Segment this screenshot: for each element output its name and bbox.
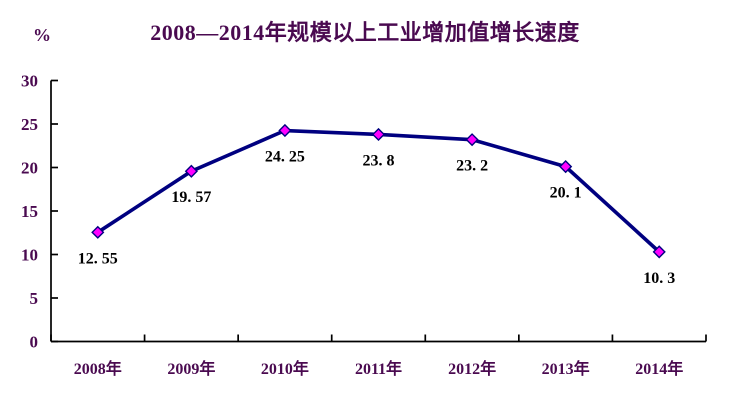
data-point-marker: [371, 127, 386, 142]
data-point-label: 20. 1: [550, 185, 582, 202]
y-tick-label: 25: [21, 115, 38, 134]
data-point-label: 24. 25: [265, 149, 305, 166]
data-point-marker: [184, 164, 198, 178]
data-point-label: 23. 8: [363, 152, 395, 169]
data-point-marker: [652, 245, 666, 259]
x-axis-label: 2011年: [355, 359, 402, 378]
y-tick-label: 20: [21, 159, 38, 178]
x-axis-label: 2008年: [74, 359, 122, 378]
y-tick-label: 0: [30, 333, 39, 352]
y-tick-label: 10: [21, 246, 38, 265]
y-tick-label: 30: [21, 72, 38, 91]
y-tick-label: 15: [21, 202, 38, 221]
data-point-marker: [465, 133, 479, 147]
data-point-label: 10. 3: [643, 270, 675, 287]
data-point-marker: [559, 160, 573, 174]
y-axis-unit-label: %: [33, 25, 51, 45]
y-tick-label: 5: [30, 289, 39, 308]
x-axis-label: 2012年: [448, 359, 496, 378]
data-point-label: 23. 2: [456, 158, 488, 175]
data-point-marker: [278, 123, 292, 138]
data-point-marker: [91, 225, 105, 239]
x-axis-label: 2009年: [167, 359, 215, 378]
x-axis-label: 2013年: [542, 359, 590, 378]
data-point-label: 19. 57: [171, 189, 211, 206]
chart-title: 2008—2014年规模以上工业增加值增长速度: [150, 20, 580, 45]
data-point-label: 12. 55: [78, 250, 118, 267]
x-axis-label: 2010年: [261, 359, 309, 378]
x-axis-label: 2014年: [635, 359, 683, 378]
